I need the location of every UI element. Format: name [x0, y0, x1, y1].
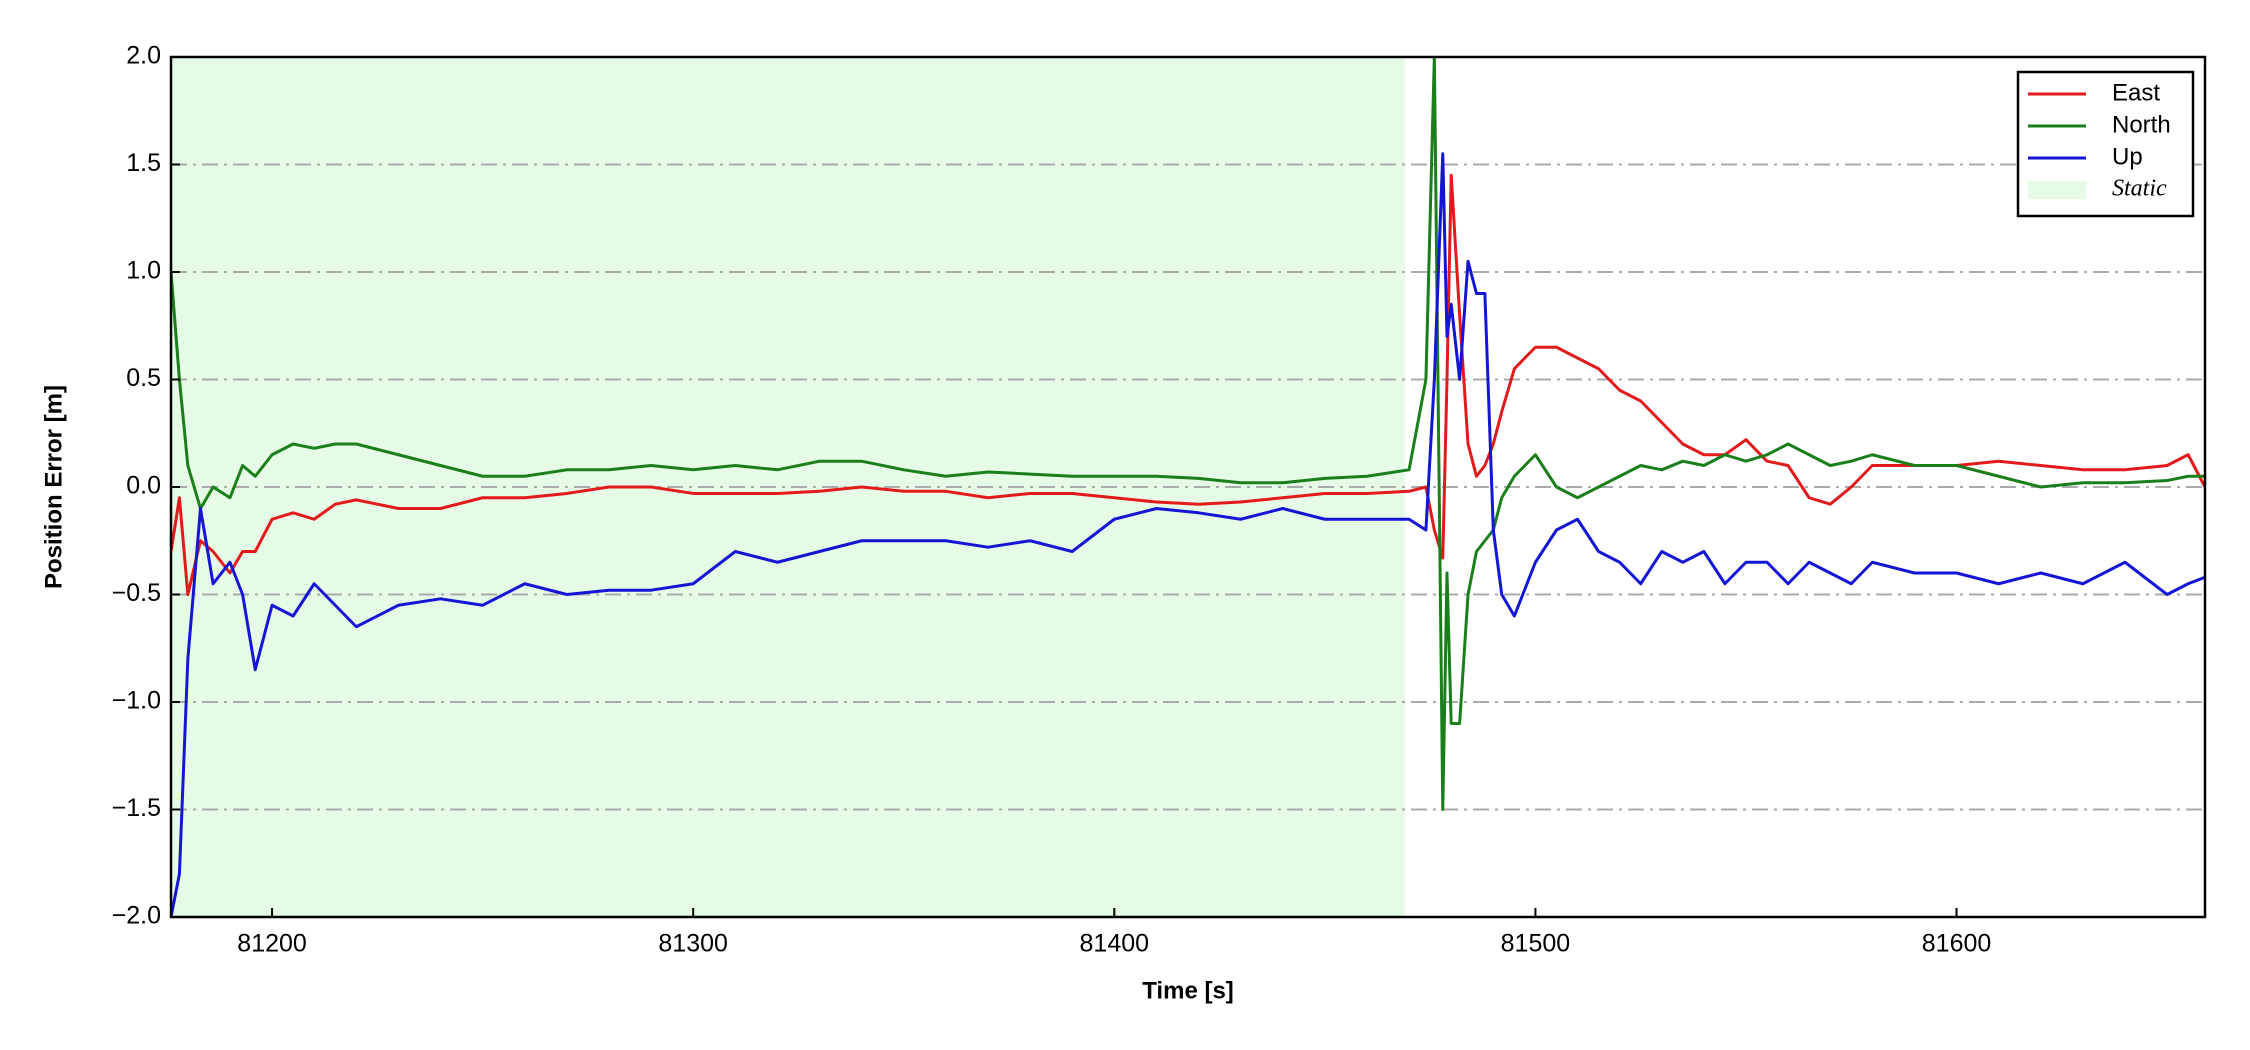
x-tick-label: 81200	[237, 930, 307, 958]
x-tick-label: 81300	[658, 930, 728, 958]
legend-label: North	[2112, 111, 2171, 138]
legend-swatch	[2028, 181, 2086, 199]
y-tick-label: 0.0	[126, 472, 161, 500]
legend-label: Static	[2112, 176, 2167, 202]
legend: East North Up Static	[2016, 70, 2195, 218]
x-tick-label: 81500	[1501, 930, 1571, 958]
x-axis-label: Time [s]	[1142, 977, 1234, 1004]
series-line	[171, 152, 2205, 917]
axes: −2.0 −1.5 −1.0 −0.5 0.0 0.5 1.0 1.5 2.0 81200 8130…	[112, 42, 1992, 958]
static-region	[171, 57, 1405, 917]
y-tick-label: 0.5	[126, 364, 161, 392]
grid	[171, 163, 2205, 811]
y-tick-label: 1.0	[126, 257, 161, 285]
y-axis-label: Position Error [m]	[40, 385, 67, 589]
y-tick-label: −1.0	[112, 687, 161, 715]
plot-background	[171, 57, 1405, 917]
y-tick-label: 1.5	[126, 149, 161, 177]
y-tick-label: −1.5	[112, 794, 161, 822]
legend-label: Up	[2112, 143, 2143, 170]
y-tick-label: −2.0	[112, 902, 161, 930]
legend-label: East	[2112, 79, 2160, 106]
x-tick-label: 81400	[1080, 930, 1150, 958]
series-line	[171, 173, 2205, 596]
plot-lines	[171, 57, 2205, 917]
x-tick-label: 81600	[1922, 930, 1992, 958]
series-line	[171, 57, 2205, 811]
y-tick-label: −0.5	[112, 579, 161, 607]
y-tick-label: 2.0	[126, 42, 161, 70]
